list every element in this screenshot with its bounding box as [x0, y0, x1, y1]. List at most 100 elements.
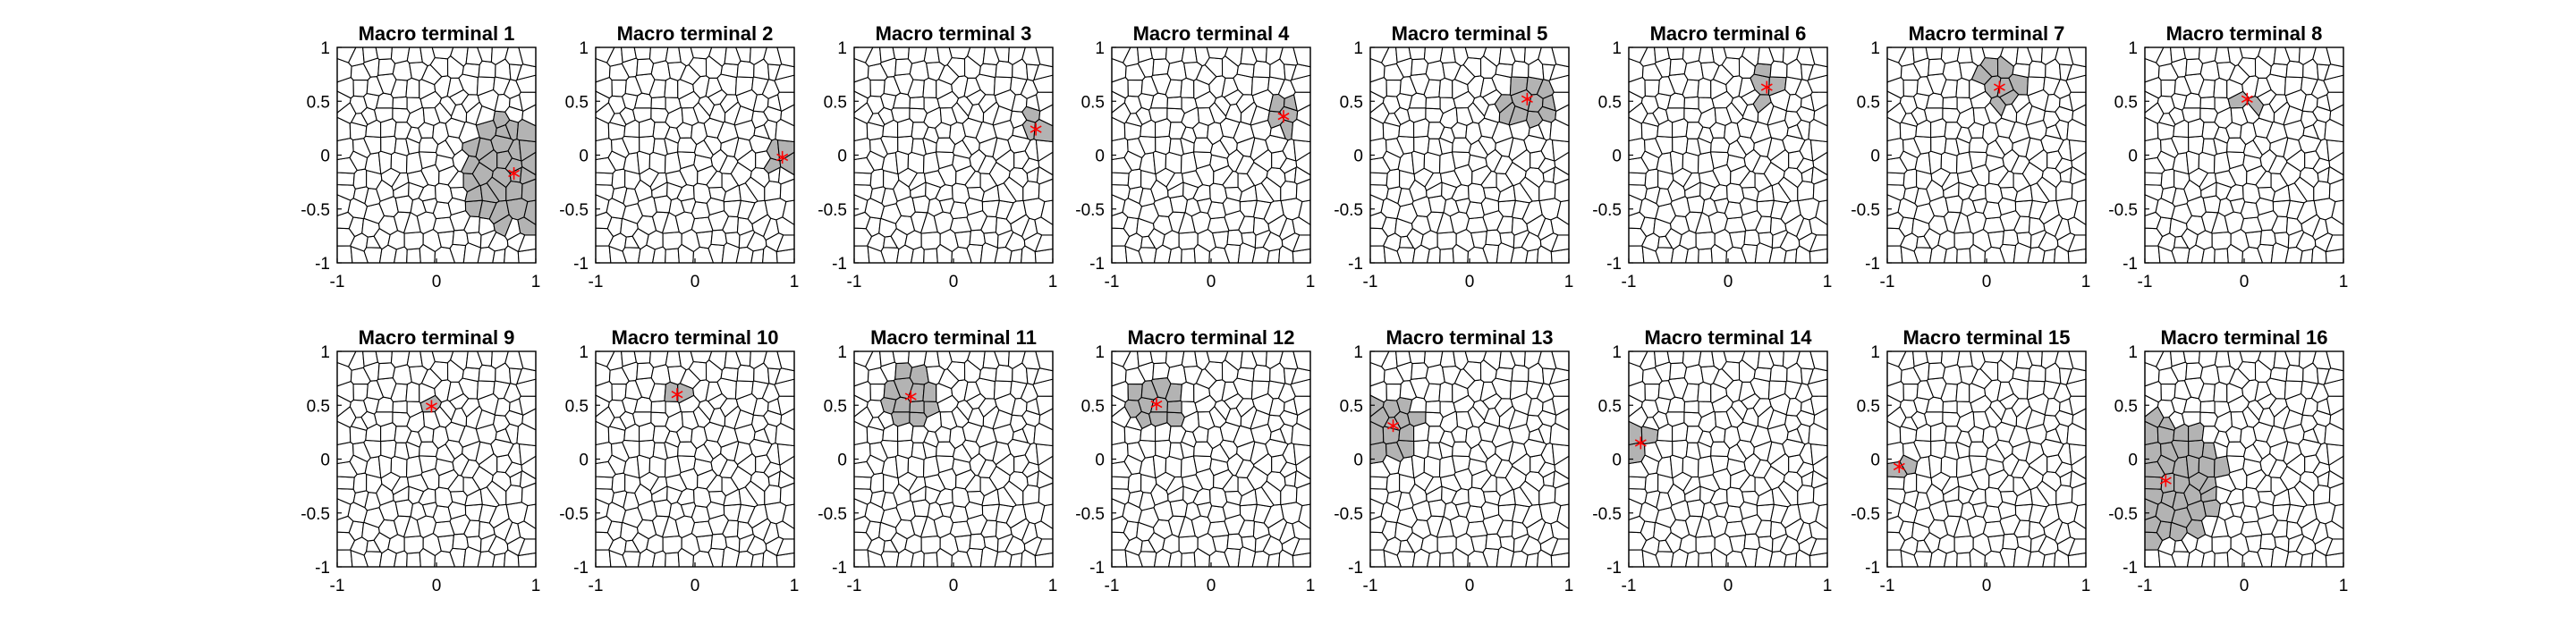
terminal-marker: [1993, 80, 2005, 94]
voronoi-cell: [1930, 439, 1947, 460]
voronoi-cell: [380, 135, 397, 156]
voronoi-cell: [1628, 549, 1645, 568]
y-tick-label: 1: [1870, 343, 1880, 362]
y-tick-label: -0.5: [559, 201, 589, 220]
voronoi-cell: [1155, 439, 1172, 460]
y-tick-label: 1: [320, 39, 330, 58]
y-tick-label: -0.5: [1334, 201, 1363, 220]
voronoi-cell: [1411, 58, 1429, 76]
x-tick-label: -1: [1105, 273, 1120, 291]
terminal-marker: [1760, 80, 1773, 94]
voronoi-cell: [2160, 168, 2175, 190]
y-tick-label: -1: [1606, 255, 1622, 274]
selected-cell: [2188, 439, 2205, 460]
voronoi-cell: [1423, 46, 1444, 64]
voronoi-cell: [2055, 180, 2073, 202]
selected-cell: [1166, 400, 1182, 414]
panel-4: Macro terminal 4 -1 0 1 1 0.5 0 -0.5 -1: [1075, 22, 1315, 291]
terminal-marker: [1634, 436, 1647, 450]
voronoi-cell: [611, 472, 626, 494]
marker-stroke: [904, 392, 917, 401]
y-tick-label: 0.5: [824, 397, 847, 416]
voronoi-cell: [2144, 549, 2161, 568]
voronoi-cell: [595, 549, 612, 568]
voronoi-cell: [922, 77, 937, 98]
x-tick-label: 0: [1465, 577, 1475, 595]
voronoi-cell: [1797, 484, 1815, 506]
terminal-marker: [425, 400, 437, 413]
voronoi-cell: [636, 58, 655, 76]
voronoi-cell: [1408, 350, 1426, 365]
voronoi-cell: [1797, 180, 1815, 202]
x-tick-label: -1: [1622, 577, 1637, 595]
voronoi-cell: [1149, 46, 1167, 61]
panel-title: Macro terminal 2: [617, 22, 774, 45]
voronoi-cell: [1945, 195, 1964, 214]
voronoi-cell: [2185, 362, 2204, 380]
voronoi-cell: [595, 476, 614, 490]
marker-stroke: [1521, 95, 1533, 104]
panel-7: Macro terminal 7 -1 0 1 1 0.5 0 -0.5 -1: [1851, 22, 2090, 291]
y-tick-label: 1: [1353, 39, 1363, 58]
y-tick-label: 1: [1095, 343, 1105, 362]
y-tick-label: 1: [1870, 39, 1880, 58]
voronoi-cell: [1396, 551, 1416, 568]
x-tick-label: 0: [2240, 273, 2250, 291]
panel-title: Macro terminal 14: [1644, 326, 1812, 349]
selected-cell: [909, 400, 925, 414]
voronoi-cell: [2182, 350, 2200, 365]
terminal-marker: [904, 390, 917, 403]
selected-cell: [922, 381, 937, 402]
voronoi-cell: [1127, 472, 1142, 494]
voronoi-cell: [1902, 168, 1918, 190]
panel-9: Macro terminal 9 -1 0 1 1 0.5 0 -0.5 -1: [301, 326, 540, 595]
y-tick-label: -1: [1348, 255, 1363, 274]
x-tick-label: 1: [1306, 273, 1316, 291]
y-tick-label: -1: [2123, 559, 2138, 578]
voronoi-cell: [1698, 552, 1713, 568]
voronoi-cell: [336, 476, 355, 490]
voronoi-cell: [1628, 476, 1647, 490]
voronoi-cell: [1280, 180, 1298, 202]
marker-stroke: [776, 153, 789, 162]
voronoi-cell: [1169, 499, 1189, 518]
voronoi-cell: [1666, 350, 1684, 365]
voronoi-cell: [1138, 551, 1157, 568]
voronoi-cell: [869, 168, 885, 190]
panel-title: Macro terminal 9: [359, 326, 515, 349]
voronoi-cell: [633, 350, 651, 365]
voronoi-cell: [1385, 168, 1401, 190]
x-tick-label: 0: [1724, 273, 1733, 291]
voronoi-cell: [665, 552, 680, 568]
panel-12: Macro terminal 12 -1 0 1 1 0.5 0 -0.5 -1: [1075, 326, 1315, 595]
voronoi-cell: [1628, 245, 1645, 264]
x-tick-label: 1: [2339, 273, 2349, 291]
voronoi-cell: [1682, 350, 1702, 368]
marker-stroke: [1634, 439, 1647, 447]
y-tick-label: -1: [832, 255, 847, 274]
voronoi-cell: [2199, 400, 2216, 414]
voronoi-cell: [2199, 96, 2216, 110]
voronoi-cell: [1644, 168, 1659, 190]
y-tick-label: 1: [2128, 343, 2138, 362]
voronoi-cell: [923, 552, 938, 568]
voronoi-cell: [2313, 484, 2331, 506]
y-tick-label: 0.5: [1598, 397, 1622, 416]
y-tick-label: -1: [832, 559, 847, 578]
voronoi-cell: [1408, 46, 1426, 61]
y-tick-label: 0: [1353, 148, 1363, 166]
y-tick-label: -0.5: [1851, 201, 1880, 220]
selected-cell: [2144, 476, 2163, 490]
voronoi-cell: [2188, 135, 2205, 156]
y-tick-label: 0.5: [1598, 93, 1622, 112]
voronoi-cell: [1111, 245, 1128, 264]
voronoi-cell: [1940, 350, 1961, 368]
x-tick-label: 0: [1724, 577, 1733, 595]
x-tick-label: 1: [790, 273, 800, 291]
panel-title: Macro terminal 7: [1909, 22, 2065, 45]
voronoi-cell: [1127, 168, 1142, 190]
voronoi-cell: [622, 247, 641, 264]
voronoi-cell: [363, 551, 383, 568]
marker-stroke: [1277, 112, 1290, 121]
voronoi-cell: [869, 472, 885, 494]
